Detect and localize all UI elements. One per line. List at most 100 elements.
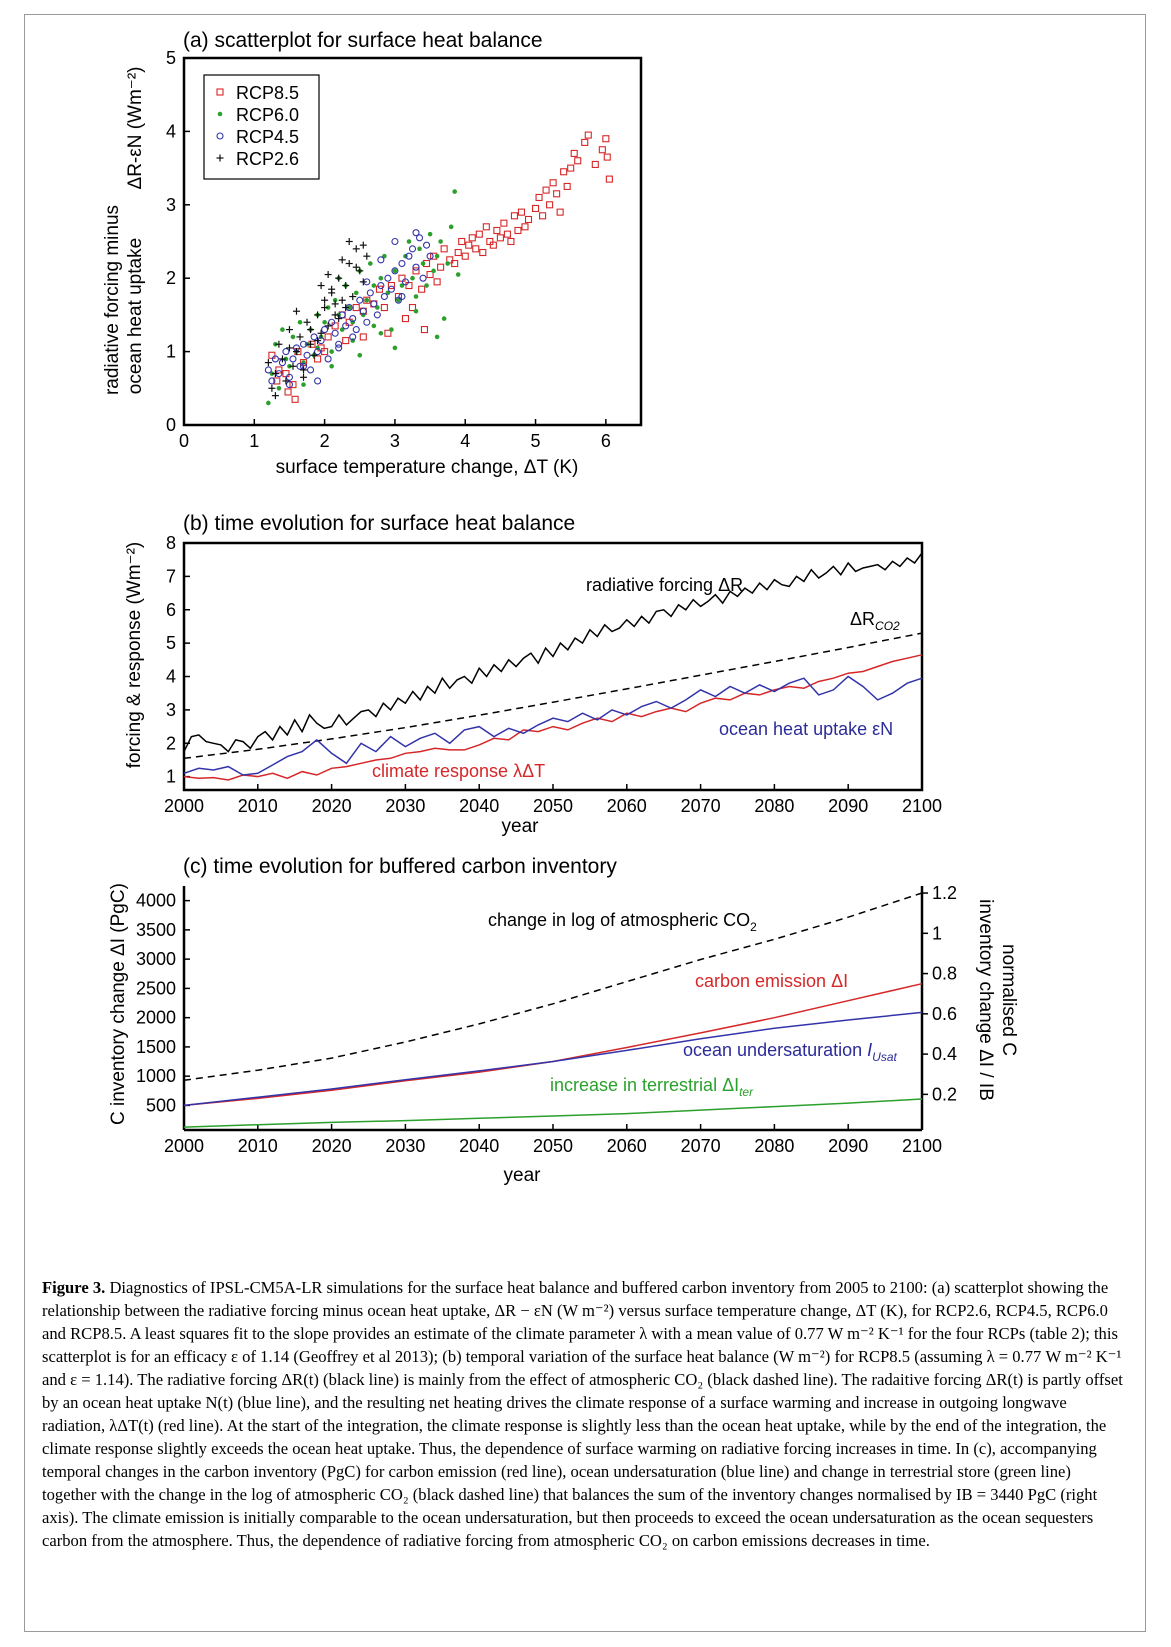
panel-a-point [310, 333, 318, 341]
panel-a-ytick-label: 5 [166, 48, 176, 68]
panel-a-point [271, 355, 279, 363]
panel-a-point [370, 300, 378, 308]
panel-a-point [392, 268, 398, 274]
panel-a-point [371, 283, 377, 288]
panel-a-point [441, 316, 447, 321]
panel-a-point [602, 135, 610, 143]
panel-a-point [290, 334, 296, 340]
panel-c-label-terrestrial: increase in terrestrial ΔIter [550, 1075, 754, 1099]
panel-a-ylabel-1: radiative forcing minus [102, 205, 123, 395]
panel-b-line-forcing [183, 552, 923, 753]
panel-a-series-rcp26 [264, 238, 371, 400]
panel-a-point [338, 311, 346, 319]
panel-a-point [398, 292, 406, 301]
panel-a-xtick-label: 2 [320, 431, 330, 451]
panel-a-xtick-label: 5 [531, 431, 541, 451]
panel-a-point [378, 275, 384, 281]
panel-a-ylabel-3: ΔR-εN (Wm⁻²) [125, 67, 146, 190]
panel-a-point [276, 386, 282, 391]
panel-a-series-rcp85 [268, 131, 613, 403]
panel-a-point [342, 337, 350, 345]
panel-a-point [371, 323, 377, 329]
panel-a-point [387, 281, 395, 290]
panel-a-point [299, 359, 308, 367]
panel-a-point [389, 327, 394, 332]
panel-c-label-emission: carbon emission ΔI [695, 971, 848, 991]
panel-a-point [431, 268, 436, 274]
panel-a-xtick-label: 3 [390, 431, 400, 451]
panel-c-label-co2-main: change in log of atmospheric CO [488, 910, 750, 930]
panel-a-point [445, 261, 450, 266]
panel-a-point [364, 297, 370, 303]
panel-a-point [282, 348, 290, 356]
panel-c-xtick-label: 2030 [385, 1136, 425, 1156]
panel-a-ytick-label: 1 [166, 342, 176, 362]
panel-a-point [405, 281, 413, 290]
panel-a-title: (a) scatterplot for surface heat balance [183, 29, 543, 52]
panel-a-point [387, 285, 395, 293]
panel-c-label-ocean-sub: Usat [872, 1050, 897, 1064]
panel-a-point [401, 315, 410, 323]
panel-a-point [405, 252, 413, 260]
panel-b-title: (b) time evolution for surface heat bala… [183, 512, 575, 535]
panel-a-point [440, 245, 448, 253]
panel-a-point [427, 231, 433, 237]
panel-a-point [356, 296, 364, 304]
panel-c-xtick-label: 2100 [902, 1136, 942, 1156]
panel-a-ylabel-2: ocean heat uptake [125, 238, 146, 394]
panel-a-point [303, 351, 311, 359]
panel-b-ytick-label: 3 [166, 700, 176, 720]
panel-a-point [591, 160, 599, 168]
panel-b-plot-frame [182, 541, 924, 792]
panel-a-point [328, 318, 336, 326]
panel-a-point [454, 248, 462, 257]
panel-a-series-rcp45 [264, 229, 434, 389]
panel-a-point [603, 153, 611, 161]
panel-a-ytick-label: 4 [166, 121, 176, 141]
panel-a-point [398, 259, 406, 268]
panel-a-point [419, 274, 427, 282]
panel-a-point [605, 175, 613, 183]
panel-a-point [412, 263, 420, 271]
panel-a-point [273, 377, 281, 385]
panel-a-point [567, 164, 575, 172]
panel-a-point [331, 322, 339, 330]
panel-a-point [301, 382, 306, 387]
panel-a-point [363, 318, 371, 326]
panel-c-xtick-label: 2060 [607, 1136, 647, 1156]
panel-c-ytick-right-label: 1 [932, 923, 942, 943]
panel-a-ytick-label: 2 [166, 268, 176, 288]
panel-b-xtick-label: 2080 [754, 796, 794, 816]
panel-a-point [296, 362, 304, 370]
panel-c-xtick-label: 2050 [533, 1136, 573, 1156]
panel-a-legend-label: RCP6.0 [236, 105, 299, 125]
panel-a-point [368, 261, 373, 266]
panel-c-line-co2 [183, 892, 923, 1082]
panel-a-point [314, 348, 322, 356]
panel-a-legend-marker [216, 132, 224, 140]
panel-a-point [489, 241, 497, 249]
panel-a-point [285, 381, 294, 389]
panel-c-ytick-right-label: 0.6 [932, 1004, 957, 1024]
figure-caption: Figure 3. Diagnostics of IPSL-CM5A-LR si… [42, 1276, 1126, 1552]
panel-a-point [353, 290, 359, 296]
panel-c-ylabel: C inventory change ΔI (PgC) [108, 883, 129, 1125]
panel-a-point [468, 234, 476, 242]
panel-c-xtick-label: 2040 [459, 1136, 499, 1156]
panel-a-point [563, 182, 571, 190]
panel-a-point [377, 281, 385, 290]
panel-b-xtick-label: 2070 [681, 796, 721, 816]
panel-c-xtick-label: 2020 [312, 1136, 352, 1156]
panel-a-point [413, 294, 419, 299]
panel-a-point [510, 212, 518, 220]
panel-a-point [424, 283, 429, 288]
panel-c-xlabel: year [504, 1165, 542, 1186]
panel-b-xtick-label: 2100 [902, 796, 942, 816]
panel-a-point [297, 319, 303, 325]
panel-c-xtick-label: 2000 [164, 1136, 204, 1156]
panel-a-point [408, 304, 417, 312]
panel-a-point [264, 366, 272, 374]
panel-b-label-co2-sub: CO2 [875, 619, 900, 633]
panel-a-point [426, 270, 434, 279]
panel-a-point [598, 146, 606, 154]
